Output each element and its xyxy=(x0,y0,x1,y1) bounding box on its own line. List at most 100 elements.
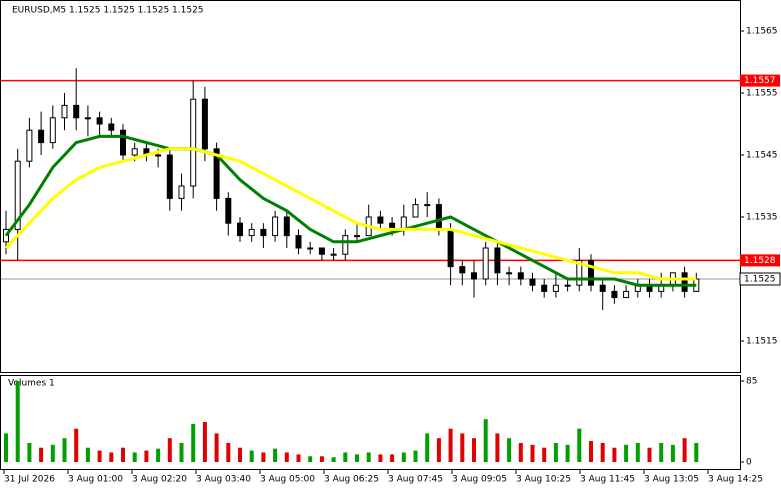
level-label: 1.1528 xyxy=(744,256,776,266)
current-price-box xyxy=(739,272,781,286)
candle-body xyxy=(435,204,442,230)
y-tick-label: 1.1515 xyxy=(746,337,778,347)
volume-bar xyxy=(273,448,278,462)
volume-bar xyxy=(682,438,687,462)
price-panel xyxy=(0,0,741,373)
candle-body xyxy=(295,235,302,249)
volume-bar xyxy=(507,438,512,462)
volume-bar xyxy=(296,454,301,462)
volume-bar xyxy=(425,433,430,462)
volume-bar xyxy=(355,454,359,462)
candle-body xyxy=(178,185,185,199)
volume-bar xyxy=(191,423,196,462)
candle-body xyxy=(623,290,630,299)
x-tick-label: 3 Aug 14:25 xyxy=(708,475,763,485)
x-tick-label: 3 Aug 11:45 xyxy=(580,475,635,485)
volume-bar xyxy=(600,442,605,462)
volume-bar xyxy=(226,442,231,462)
candle-body xyxy=(166,154,173,199)
candle-body xyxy=(84,117,91,120)
level-label: 1.1557 xyxy=(744,76,776,86)
x-tick-label: 3 Aug 01:00 xyxy=(68,475,123,485)
x-tick-label: 3 Aug 03:40 xyxy=(196,475,251,485)
candle-body xyxy=(529,278,536,286)
volume-bar xyxy=(39,447,44,462)
volume-bar xyxy=(74,428,79,462)
candle-body xyxy=(377,216,384,224)
candle-body xyxy=(307,247,314,250)
candle-body xyxy=(330,253,337,256)
volume-bar xyxy=(542,447,547,462)
volume-bar xyxy=(179,442,184,462)
volume-bar xyxy=(109,452,114,462)
candle-body xyxy=(190,98,197,187)
volume-bar xyxy=(97,450,102,462)
candle-body xyxy=(272,216,279,237)
candle-body xyxy=(26,129,33,162)
volume-bar xyxy=(85,447,90,462)
y-tick-label: 1.1545 xyxy=(746,151,778,161)
volume-bar xyxy=(670,444,675,462)
candle-body xyxy=(599,284,606,292)
volume-bar xyxy=(167,438,172,462)
candle-body xyxy=(213,148,220,199)
volume-bar xyxy=(50,444,55,462)
volume-bar xyxy=(132,452,137,462)
candle-body xyxy=(611,290,618,299)
candle-body xyxy=(541,284,548,292)
volume-bar xyxy=(612,447,617,462)
volume-bar xyxy=(144,450,149,462)
candle-body xyxy=(506,272,513,275)
volume-bar xyxy=(308,456,313,462)
candle-body xyxy=(283,216,290,237)
volume-bar xyxy=(366,452,371,462)
candle-body xyxy=(131,148,138,156)
x-tick-label: 3 Aug 07:45 xyxy=(388,475,443,485)
volume-bar xyxy=(460,433,465,462)
candle-body xyxy=(494,247,501,274)
candle-body xyxy=(73,104,80,119)
candle-body xyxy=(14,160,21,230)
volume-bar xyxy=(331,457,336,462)
volume-panel xyxy=(0,375,741,470)
candle-body xyxy=(342,235,349,255)
candle-body xyxy=(552,284,559,292)
x-tick-label: 3 Aug 02:20 xyxy=(132,475,187,485)
candle-body xyxy=(471,272,477,280)
candle-body xyxy=(447,228,454,268)
volume-bar xyxy=(413,450,418,462)
candle-body xyxy=(318,247,325,255)
volume-bar xyxy=(319,456,324,462)
volume-bar xyxy=(15,381,20,462)
current-price-label: 1.1525 xyxy=(744,275,776,285)
volume-bar xyxy=(401,452,406,462)
candle-body xyxy=(155,154,162,157)
volume-bar xyxy=(472,438,476,462)
y-tick-label: 1.1565 xyxy=(746,27,778,37)
volume-bar xyxy=(202,421,207,462)
candle-body xyxy=(201,98,208,150)
y-tick-label: 1.1555 xyxy=(746,89,778,99)
volume-bar xyxy=(214,433,219,462)
candle-body xyxy=(96,117,103,125)
candle-body xyxy=(576,259,583,286)
volume-bar xyxy=(553,442,558,462)
x-tick-label: 3 Aug 13:05 xyxy=(644,475,699,485)
candle-body xyxy=(120,129,126,156)
volume-bar xyxy=(27,442,32,462)
volume-bar xyxy=(249,450,254,462)
volume-bar xyxy=(647,447,652,462)
candle-body xyxy=(248,228,255,237)
volume-bar xyxy=(694,442,699,462)
candle-body xyxy=(424,204,431,207)
level-label-box xyxy=(740,74,780,87)
volume-bar xyxy=(378,454,383,462)
candle-body xyxy=(225,197,232,224)
candle-body xyxy=(588,259,594,286)
candle-body xyxy=(49,117,56,144)
x-tick-label: 31 Jul 2026 xyxy=(4,475,55,485)
candle-body xyxy=(459,266,466,274)
candle-body xyxy=(517,272,524,280)
